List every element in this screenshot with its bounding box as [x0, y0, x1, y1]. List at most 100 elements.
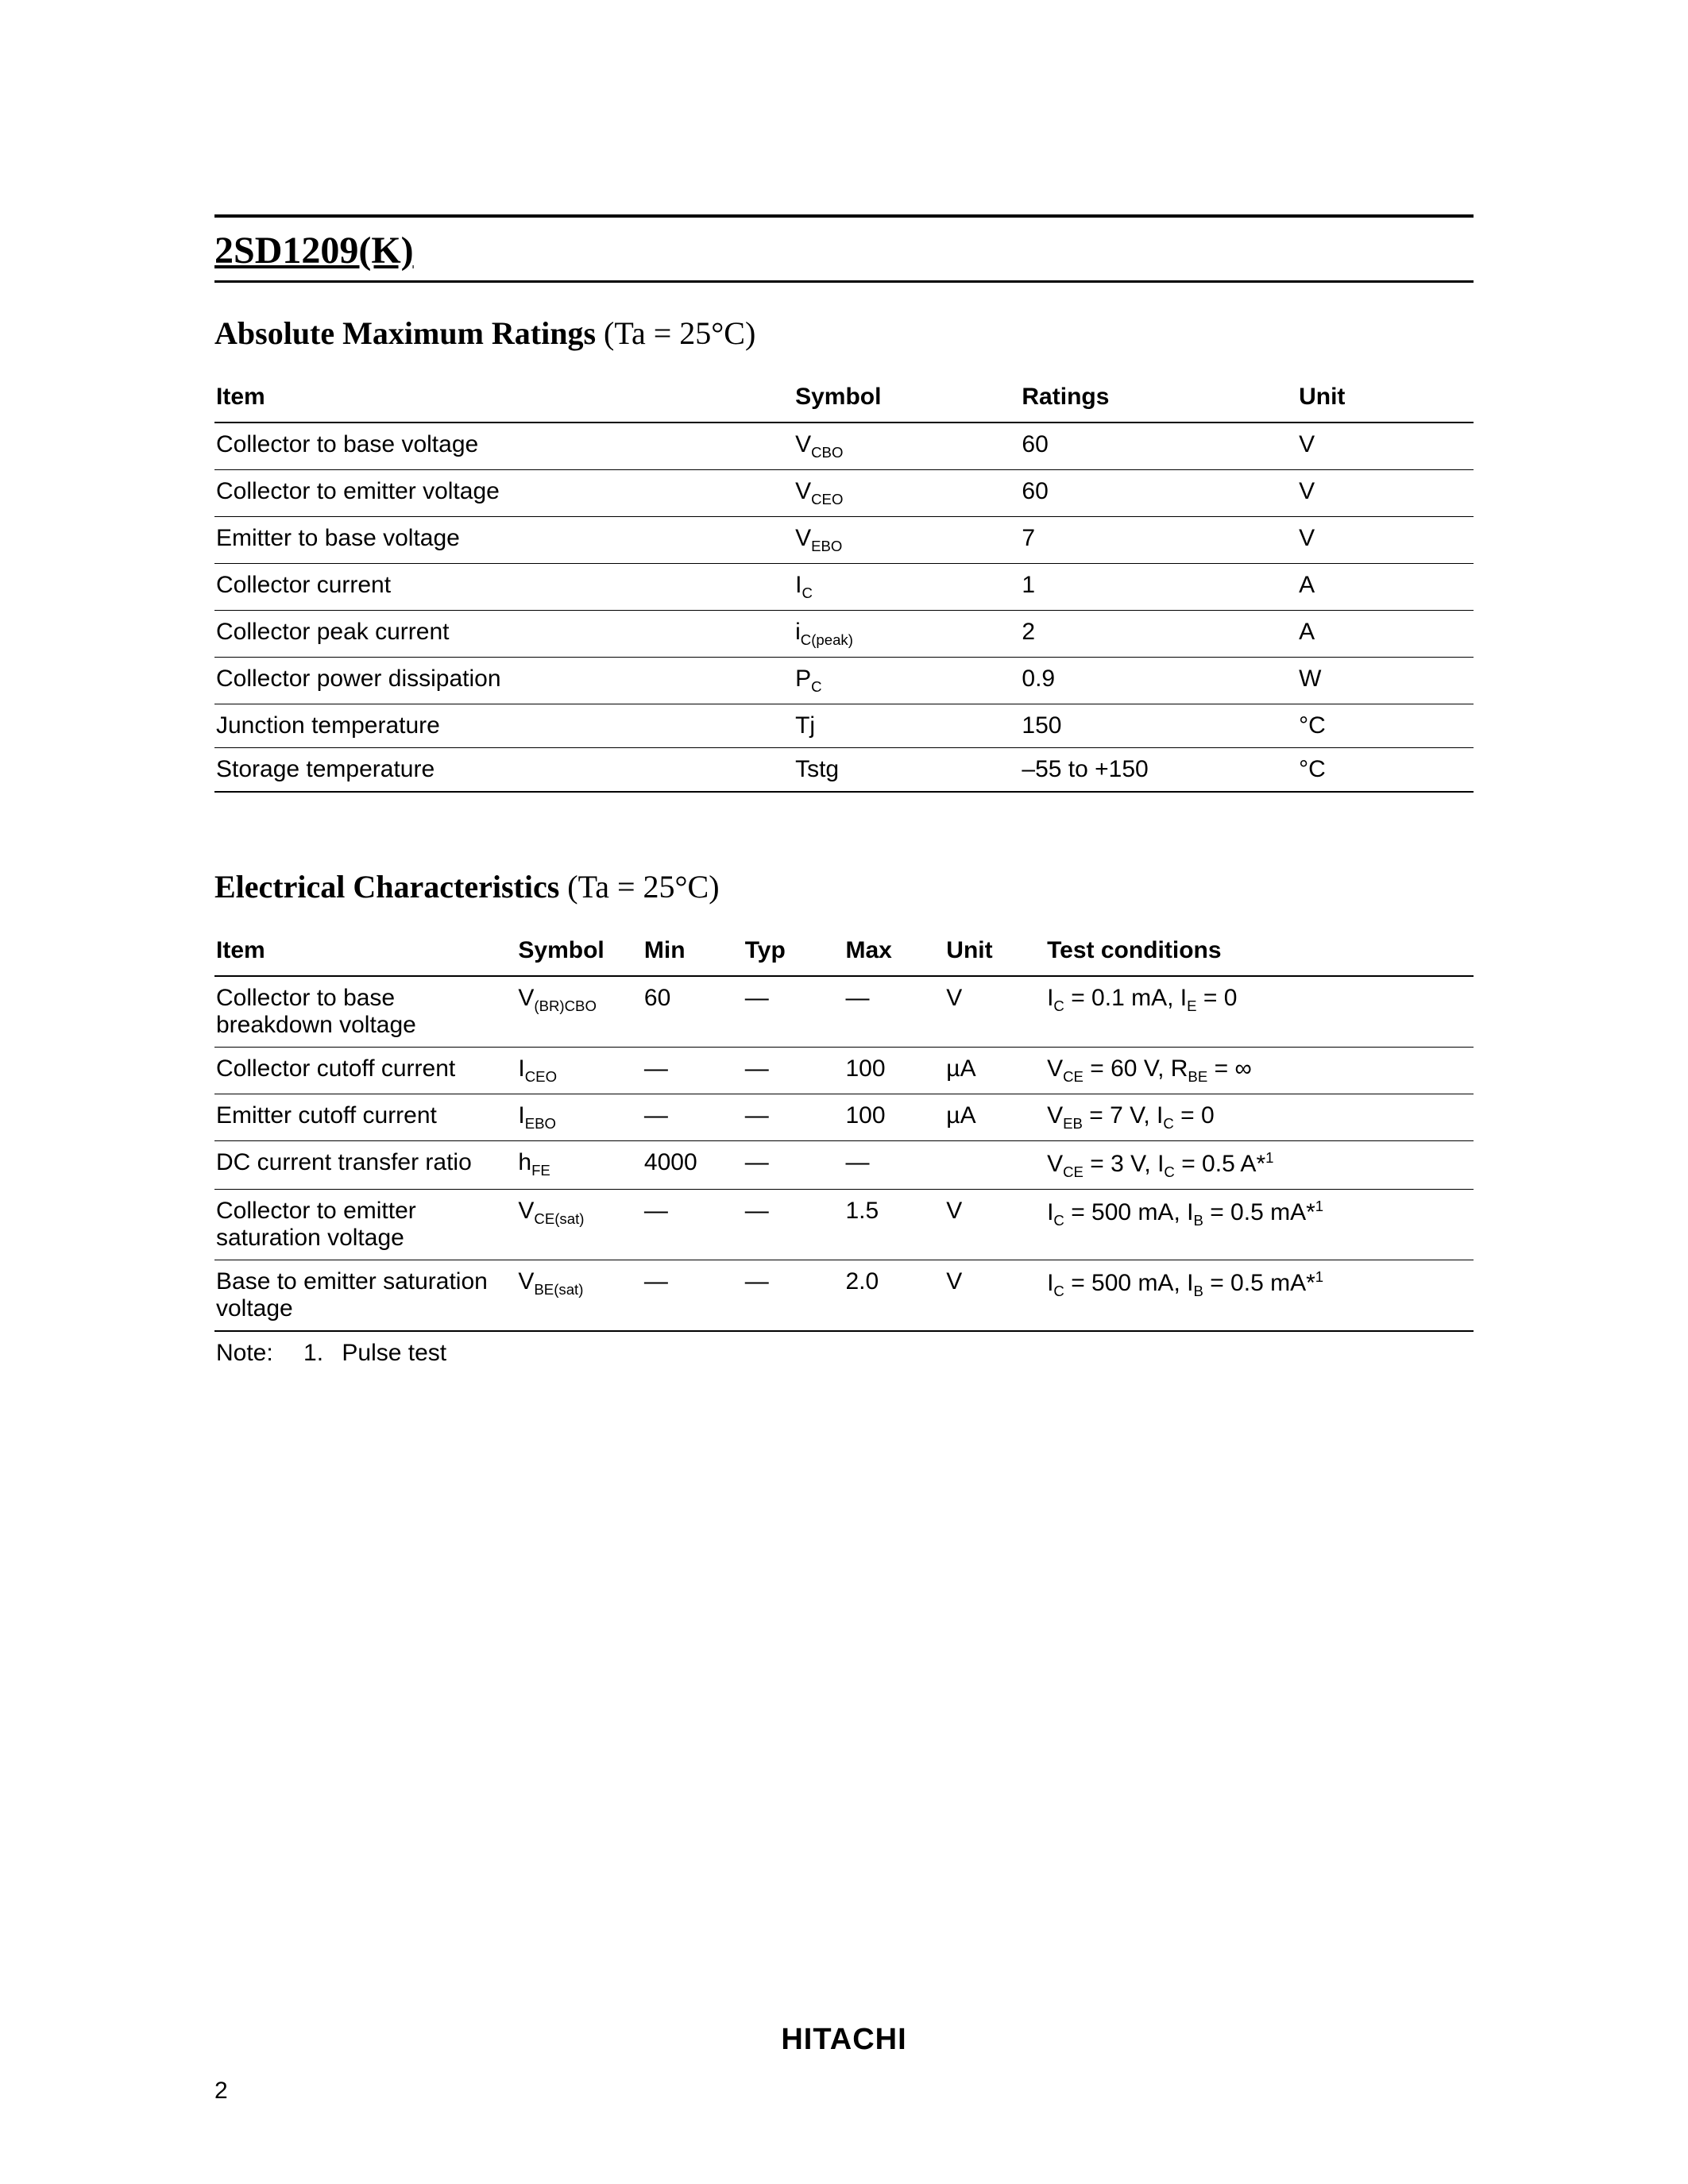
ec-header: Typ	[744, 928, 844, 976]
ec-item: Emitter cutoff current	[214, 1094, 516, 1141]
table-row: Collector to base voltageVCBO60V	[214, 423, 1474, 470]
ec-typ: —	[744, 1094, 844, 1141]
amr-symbol: VCEO	[794, 470, 1020, 517]
amr-ratings: 2	[1020, 611, 1297, 658]
ec-typ: —	[744, 1260, 844, 1332]
amr-ratings: 1	[1020, 564, 1297, 611]
table-row: Collector to emitter saturation voltageV…	[214, 1190, 1474, 1260]
section-title-ec-bold: Electrical Characteristics	[214, 869, 559, 905]
amr-item: Collector to base voltage	[214, 423, 794, 470]
amr-ratings: 60	[1020, 470, 1297, 517]
part-number-title: 2SD1209(K)	[214, 214, 1474, 283]
amr-unit: V	[1297, 470, 1474, 517]
table-row: Base to emitter saturation voltageVBE(sa…	[214, 1260, 1474, 1332]
amr-unit: °C	[1297, 704, 1474, 748]
ec-min: —	[643, 1190, 744, 1260]
amr-unit: °C	[1297, 748, 1474, 793]
ec-unit	[944, 1141, 1045, 1190]
ec-unit: µA	[944, 1048, 1045, 1094]
amr-symbol: PC	[794, 658, 1020, 704]
amr-ratings: –55 to +150	[1020, 748, 1297, 793]
ec-item: Base to emitter saturation voltage	[214, 1260, 516, 1332]
amr-ratings: 150	[1020, 704, 1297, 748]
ec-table: ItemSymbolMinTypMaxUnitTest conditions C…	[214, 928, 1474, 1332]
ec-header: Item	[214, 928, 516, 976]
ec-typ: —	[744, 1190, 844, 1260]
section-title-amr-bold: Absolute Maximum Ratings	[214, 315, 596, 351]
amr-header: Unit	[1297, 374, 1474, 423]
ec-symbol: VBE(sat)	[516, 1260, 643, 1332]
ec-min: —	[643, 1260, 744, 1332]
ec-unit: µA	[944, 1094, 1045, 1141]
amr-header: Ratings	[1020, 374, 1297, 423]
ec-symbol: IEBO	[516, 1094, 643, 1141]
ec-header: Max	[844, 928, 944, 976]
amr-ratings: 0.9	[1020, 658, 1297, 704]
ec-symbol: VCE(sat)	[516, 1190, 643, 1260]
ec-item: DC current transfer ratio	[214, 1141, 516, 1190]
ec-max: 1.5	[844, 1190, 944, 1260]
table-row: Collector cutoff currentICEO——100µAVCE =…	[214, 1048, 1474, 1094]
amr-unit: A	[1297, 564, 1474, 611]
section-title-ec-cond: (Ta = 25°C)	[559, 869, 719, 905]
table-row: Emitter cutoff currentIEBO——100µAVEB = 7…	[214, 1094, 1474, 1141]
ec-test-conditions: VEB = 7 V, IC = 0	[1045, 1094, 1474, 1141]
ec-test-conditions: IC = 500 mA, IB = 0.5 mA*1	[1045, 1260, 1474, 1332]
ec-unit: V	[944, 1190, 1045, 1260]
ec-item: Collector cutoff current	[214, 1048, 516, 1094]
ec-min: —	[643, 1048, 744, 1094]
ec-header: Unit	[944, 928, 1045, 976]
amr-item: Collector power dissipation	[214, 658, 794, 704]
ec-test-conditions: IC = 500 mA, IB = 0.5 mA*1	[1045, 1190, 1474, 1260]
amr-symbol: IC	[794, 564, 1020, 611]
amr-item: Collector to emitter voltage	[214, 470, 794, 517]
section-title-amr: Absolute Maximum Ratings (Ta = 25°C)	[214, 314, 1474, 352]
ec-max: —	[844, 1141, 944, 1190]
amr-header: Symbol	[794, 374, 1020, 423]
table-row: DC current transfer ratiohFE4000——VCE = …	[214, 1141, 1474, 1190]
table-row: Storage temperatureTstg–55 to +150°C	[214, 748, 1474, 793]
amr-symbol: iC(peak)	[794, 611, 1020, 658]
ec-header: Symbol	[516, 928, 643, 976]
ec-typ: —	[744, 976, 844, 1048]
ec-test-conditions: VCE = 60 V, RBE = ∞	[1045, 1048, 1474, 1094]
amr-symbol: Tstg	[794, 748, 1020, 793]
amr-unit: V	[1297, 517, 1474, 564]
ec-max: 100	[844, 1048, 944, 1094]
table-row: Emitter to base voltageVEBO7V	[214, 517, 1474, 564]
section-title-amr-cond: (Ta = 25°C)	[596, 315, 755, 351]
footer-logo: HITACHI	[0, 2023, 1688, 2057]
amr-item: Emitter to base voltage	[214, 517, 794, 564]
ec-min: 60	[643, 976, 744, 1048]
amr-symbol: Tj	[794, 704, 1020, 748]
amr-item: Storage temperature	[214, 748, 794, 793]
table-row: Junction temperatureTj150°C	[214, 704, 1474, 748]
section-title-ec: Electrical Characteristics (Ta = 25°C)	[214, 868, 1474, 905]
section-electrical-characteristics: Electrical Characteristics (Ta = 25°C) I…	[214, 868, 1474, 1375]
ec-test-conditions: VCE = 3 V, IC = 0.5 A*1	[1045, 1141, 1474, 1190]
table-row: Collector to emitter voltageVCEO60V	[214, 470, 1474, 517]
ec-symbol: ICEO	[516, 1048, 643, 1094]
ec-typ: —	[744, 1048, 844, 1094]
ec-typ: —	[744, 1141, 844, 1190]
ec-unit: V	[944, 1260, 1045, 1332]
ec-header: Min	[643, 928, 744, 976]
ec-header: Test conditions	[1045, 928, 1474, 976]
ec-min: —	[643, 1094, 744, 1141]
ec-note: Note: 1. Pulse test	[214, 1332, 1474, 1375]
ec-max: —	[844, 976, 944, 1048]
table-row: Collector power dissipationPC0.9W	[214, 658, 1474, 704]
table-row: Collector to base breakdown voltageV(BR)…	[214, 976, 1474, 1048]
ec-max: 2.0	[844, 1260, 944, 1332]
ec-symbol: V(BR)CBO	[516, 976, 643, 1048]
amr-unit: V	[1297, 423, 1474, 470]
amr-unit: W	[1297, 658, 1474, 704]
ec-min: 4000	[643, 1141, 744, 1190]
table-row: Collector peak currentiC(peak)2A	[214, 611, 1474, 658]
ec-item: Collector to emitter saturation voltage	[214, 1190, 516, 1260]
table-row: Collector currentIC1A	[214, 564, 1474, 611]
ec-unit: V	[944, 976, 1045, 1048]
amr-item: Collector peak current	[214, 611, 794, 658]
amr-symbol: VCBO	[794, 423, 1020, 470]
ec-item: Collector to base breakdown voltage	[214, 976, 516, 1048]
